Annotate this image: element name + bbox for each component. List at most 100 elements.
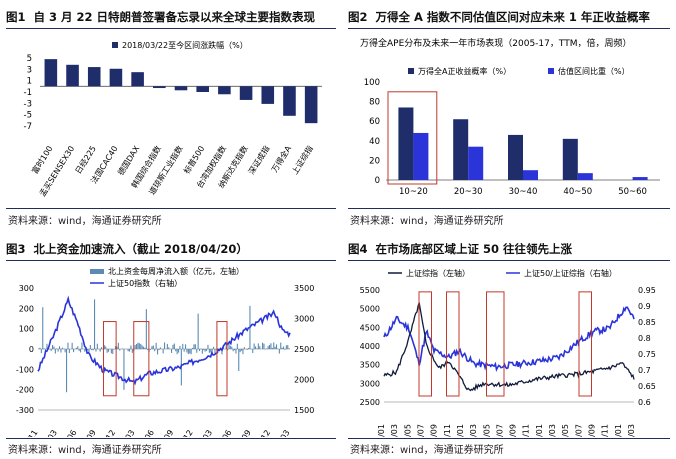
- panel-1: 图1 自 3 月 22 日特朗普签署备忘录以来全球主要指数表现 5 3 1 -1 -3 -5…: [6, 6, 336, 228]
- flow-bar: [43, 348, 45, 349]
- flow-bar: [110, 349, 112, 354]
- flow-bar: [278, 349, 280, 354]
- flow-bar: [53, 346, 55, 349]
- y-tick-label-right: 0.9: [638, 302, 651, 311]
- x-tick-label: 17/11: [601, 424, 610, 437]
- panel-2-title: 图2 万得全 A 指数不同估值区间对应未来 1 年正收益概率: [348, 10, 650, 24]
- legend-label: 估值区间比重（%）: [558, 66, 630, 76]
- flow-bar: [207, 344, 209, 349]
- y-tick-label-right: 3000: [294, 315, 314, 324]
- x-tick-label: 20~30: [454, 187, 483, 197]
- y-tick-label: 0: [375, 176, 380, 186]
- bar: [153, 86, 166, 89]
- x-tick-label: 15/07: [416, 424, 425, 437]
- x-tick-label: 15/09: [430, 424, 439, 437]
- flow-bar: [131, 349, 133, 353]
- flow-bar: [189, 349, 191, 354]
- bar: [304, 86, 318, 124]
- flow-bar: [269, 344, 271, 349]
- highlight-box: [578, 291, 592, 397]
- flow-bar: [144, 347, 146, 349]
- flow-bar: [287, 344, 289, 349]
- x-tick-label: 17/01: [535, 424, 544, 437]
- x-tick-label: 17/12: [252, 428, 272, 437]
- y-tick-label-right: 3500: [294, 284, 314, 293]
- x-tick-label: 40~50: [563, 187, 592, 197]
- flow-bar: [234, 349, 236, 351]
- flow-bar: [130, 345, 132, 349]
- flow-bar: [123, 349, 125, 390]
- bar-weight: [468, 146, 484, 180]
- x-tick-label: 上证综指: [289, 144, 314, 176]
- flow-bar: [84, 349, 86, 352]
- bar: [196, 86, 209, 92]
- flow-bar: [263, 343, 265, 349]
- x-tick-label: 14/11: [20, 428, 40, 437]
- y-tick-label-left: -200: [16, 386, 34, 395]
- y-tick-label: 20: [369, 156, 380, 166]
- bar-probability: [508, 134, 523, 180]
- panel-1-title: 图1 自 3 月 22 日特朗普签署备忘录以来全球主要指数表现: [6, 10, 316, 24]
- x-tick-label: 50~60: [618, 187, 647, 197]
- panel-3-source: 资料来源：wind，海通证券研究所: [8, 445, 162, 456]
- x-tick-label: 日经225: [73, 144, 98, 176]
- x-tick-label: 15/03: [39, 428, 59, 437]
- bar-probability: [453, 119, 469, 180]
- legend-swatch: [548, 68, 554, 74]
- x-tick-label: 万得全A: [269, 143, 293, 174]
- highlight-box: [446, 291, 460, 397]
- x-tick-label: 富时100: [29, 144, 54, 176]
- flow-bar: [194, 344, 196, 349]
- flow-bar: [201, 349, 203, 354]
- flow-bar: [81, 342, 83, 349]
- x-tick-label: 17/03: [194, 428, 214, 437]
- flow-bar: [91, 349, 93, 351]
- flow-bar: [87, 349, 89, 351]
- flow-bar: [228, 343, 230, 349]
- bar: [87, 67, 101, 87]
- flow-bar: [52, 344, 54, 349]
- x-tick-label: 标普500: [181, 144, 206, 176]
- flow-bar: [122, 348, 124, 349]
- flow-bar: [108, 349, 110, 352]
- flow-bar: [213, 346, 215, 349]
- flow-bar: [151, 346, 153, 349]
- flow-bar: [42, 307, 44, 349]
- legend-label: 上证综指（左轴）: [406, 268, 470, 278]
- x-tick-label: 16/07: [495, 424, 504, 437]
- flow-bar: [102, 349, 104, 350]
- x-tick-label: 深证成指: [246, 144, 271, 176]
- flow-bar: [152, 345, 154, 349]
- flow-bar: [235, 349, 237, 354]
- y-tick-label-right: 2000: [294, 376, 314, 385]
- flow-bar: [88, 349, 90, 353]
- y-tick-label-left: 5000: [360, 305, 380, 314]
- flow-bar: [215, 349, 217, 350]
- x-tick-label: 16/09: [509, 424, 518, 437]
- flow-bar: [134, 345, 136, 349]
- y-tick-label-right: 0.7: [638, 366, 651, 375]
- bar: [283, 86, 296, 116]
- flow-bar: [242, 349, 244, 355]
- flow-bar: [60, 349, 62, 353]
- bar-weight: [523, 170, 538, 180]
- panel-2-source: 资料来源：wind，海通证券研究所: [350, 216, 504, 227]
- x-tick-label: 16/12: [175, 428, 195, 437]
- flow-bar: [112, 349, 114, 354]
- y-tick-label-right: 0.65: [638, 382, 656, 391]
- flow-bar: [101, 347, 103, 349]
- flow-bar: [256, 348, 258, 349]
- bar: [218, 86, 231, 95]
- y-tick-label: -7: [24, 122, 32, 132]
- x-tick-label: 16/03: [117, 428, 137, 437]
- flow-bar: [117, 342, 119, 349]
- flow-bar: [236, 343, 238, 349]
- highlight-box: [133, 321, 150, 397]
- chart-1: 531-1-3-5-72018/03/22至今区间涨跌幅（%）富时100孟买SE…: [24, 40, 322, 198]
- flow-bar: [204, 349, 206, 352]
- y-tick-label-left: 0: [29, 345, 34, 354]
- flow-bar: [64, 349, 66, 353]
- flow-bar: [164, 342, 166, 349]
- flow-bar: [80, 349, 82, 353]
- bar-weight: [577, 173, 593, 180]
